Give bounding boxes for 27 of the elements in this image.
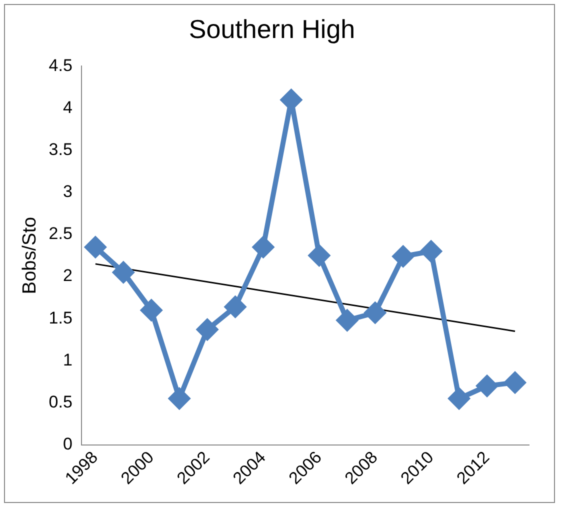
y-tick-label: 2.5 xyxy=(48,224,72,244)
point xyxy=(168,388,190,410)
y-tick-label: 0 xyxy=(62,434,72,454)
y-tick-label: 4 xyxy=(62,98,72,117)
point xyxy=(448,388,470,410)
point xyxy=(504,372,526,394)
y-tick-label: 3 xyxy=(62,182,72,202)
point xyxy=(392,246,414,267)
y-axis-title: Bobs/Sto xyxy=(20,216,41,294)
point xyxy=(196,319,218,340)
point xyxy=(112,262,134,283)
y-tick-label: 1 xyxy=(62,350,72,370)
chart-title: Southern High xyxy=(188,14,356,44)
y-tick-label: 1.5 xyxy=(48,308,72,328)
point xyxy=(364,302,386,324)
point xyxy=(252,236,274,258)
point xyxy=(336,310,358,331)
point xyxy=(84,236,106,258)
point xyxy=(308,245,330,266)
y-tick-label: 4.5 xyxy=(48,56,72,75)
y-tick-label: 3.5 xyxy=(48,140,72,160)
point xyxy=(476,375,498,396)
point xyxy=(224,296,246,318)
point xyxy=(140,300,162,321)
point xyxy=(420,240,442,262)
y-tick-label: 2 xyxy=(62,266,72,286)
y-tick-label: 0.5 xyxy=(48,392,72,412)
